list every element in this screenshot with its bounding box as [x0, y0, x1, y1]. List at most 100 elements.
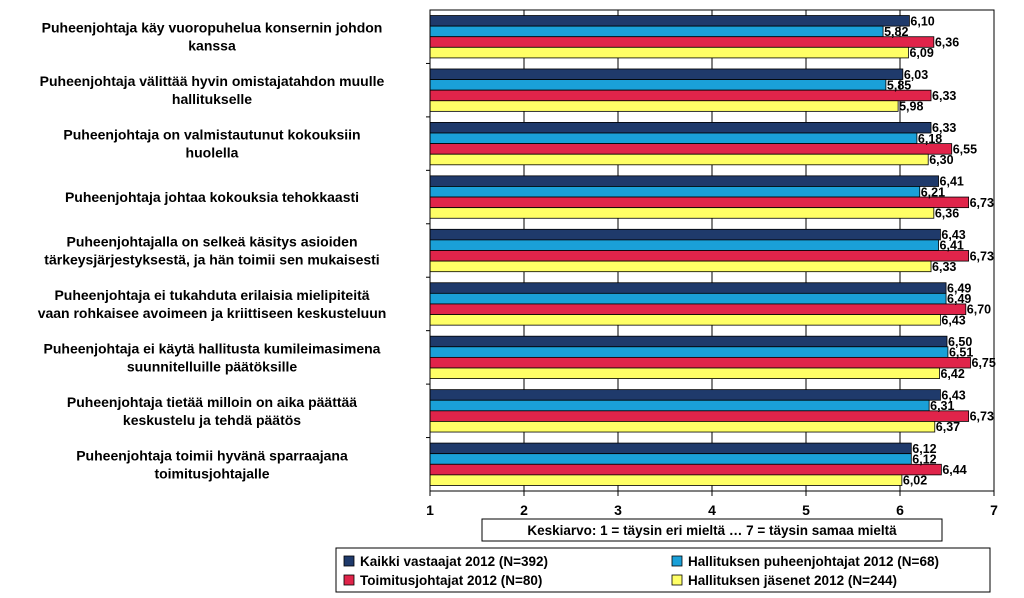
bar — [429, 421, 936, 433]
bar — [429, 46, 909, 59]
legend-label: Kaikki vastaajat 2012 (N=392) — [360, 554, 548, 569]
data-label: 6,43 — [941, 388, 965, 402]
bar — [429, 453, 912, 465]
data-label: 6,09 — [909, 46, 933, 60]
bar — [429, 442, 912, 455]
data-label: 6,18 — [918, 132, 942, 146]
category-label: hallitukselle — [172, 91, 252, 107]
category-label: huolella — [186, 145, 239, 161]
bar — [429, 207, 935, 219]
category-label: Puheenjohtaja tietää milloin on aika pää… — [67, 394, 357, 410]
data-label: 6,30 — [929, 153, 953, 167]
bar — [429, 389, 941, 401]
bar — [429, 303, 967, 315]
data-label: 6,33 — [932, 260, 956, 274]
x-tick-label: 7 — [990, 502, 998, 518]
category-label: kanssa — [188, 38, 236, 54]
legend-label: Toimitusjohtajat 2012 (N=80) — [360, 573, 542, 588]
bar — [429, 79, 887, 91]
category-label: Puheenjohtajalla on selkeä käsitys asioi… — [66, 234, 357, 250]
category-label: keskustelu ja tehdä päätös — [123, 412, 301, 428]
data-label: 6,12 — [912, 452, 936, 466]
data-label: 6,31 — [930, 399, 954, 413]
x-tick-label: 3 — [614, 502, 622, 518]
bar — [429, 196, 970, 209]
x-tick-label: 4 — [708, 502, 716, 518]
data-label: 6,33 — [932, 89, 956, 103]
bar — [429, 36, 935, 48]
data-label: 6,73 — [970, 410, 994, 424]
data-label: 6,73 — [970, 196, 994, 210]
bar — [429, 228, 941, 241]
category-label: Puheenjohtaja ei tukahduta erilaisia mie… — [54, 287, 369, 303]
legend — [335, 547, 991, 593]
data-label: 6,44 — [942, 463, 966, 477]
bar — [429, 25, 884, 38]
legend-label: Hallituksen puheenjohtajat 2012 (N=68) — [688, 554, 939, 569]
data-label: 6,70 — [967, 303, 991, 317]
data-label: 6,73 — [970, 249, 994, 263]
bar — [429, 89, 932, 102]
bar — [429, 132, 918, 145]
data-label: 6,12 — [912, 442, 936, 456]
category-label: Puheenjohtaja ei käytä hallitusta kumile… — [44, 340, 381, 356]
category-label: Puheenjohtaja toimii hyvänä sparraajana — [76, 447, 348, 463]
x-tick-label: 6 — [896, 502, 904, 518]
bar — [429, 250, 970, 262]
bar — [429, 15, 910, 27]
bar — [429, 68, 904, 80]
category-label: tärkeysjärjestyksestä, ja hän toimii sen… — [44, 252, 379, 268]
bar — [429, 153, 929, 166]
data-label: 6,51 — [949, 346, 973, 360]
data-label: 6,50 — [948, 335, 972, 349]
data-label: 6,36 — [935, 206, 959, 220]
legend-swatch — [671, 555, 683, 567]
bar — [429, 100, 899, 112]
category-label: Puheenjohtaja käy vuoropuhelua konsernin… — [42, 20, 383, 36]
bar — [429, 367, 940, 379]
bar — [429, 260, 932, 273]
data-label: 5,82 — [884, 25, 908, 39]
bar — [429, 143, 953, 155]
bar — [429, 292, 947, 305]
bar — [429, 463, 942, 476]
data-label: 6,49 — [947, 282, 971, 296]
bar — [429, 474, 903, 486]
bar — [429, 186, 921, 198]
data-label: 6,10 — [910, 14, 934, 28]
data-label: 6,36 — [935, 36, 959, 50]
category-label: suunnitelluille päätöksille — [127, 358, 298, 374]
data-label: 6,02 — [903, 474, 927, 488]
data-label: 6,49 — [947, 292, 971, 306]
category-label: Puheenjohtaja on valmistautunut kokouksi… — [63, 127, 360, 143]
x-tick-label: 1 — [426, 502, 434, 518]
bar — [429, 346, 949, 358]
data-label: 6,37 — [936, 420, 960, 434]
category-label: Puheenjohtaja välittää hyvin omistajatah… — [40, 73, 385, 89]
bar — [429, 239, 939, 251]
bar — [429, 399, 930, 412]
data-label: 5,98 — [899, 100, 923, 114]
x-tick-label: 5 — [802, 502, 810, 518]
legend-swatch — [343, 555, 355, 567]
category-label: Puheenjohtaja johtaa kokouksia tehokkaas… — [65, 189, 359, 205]
bar — [429, 122, 932, 134]
data-label: 6,41 — [940, 239, 964, 253]
data-label: 6,43 — [941, 228, 965, 242]
data-label: 6,21 — [921, 185, 945, 199]
legend-swatch — [343, 574, 355, 586]
x-tick-label: 2 — [520, 502, 528, 518]
category-label: vaan rohkaisee avoimeen ja kriittiseen k… — [38, 305, 387, 321]
data-label: 6,33 — [932, 121, 956, 135]
data-label: 5,85 — [887, 78, 911, 92]
data-label: 6,41 — [940, 175, 964, 189]
data-label: 6,55 — [953, 142, 977, 156]
data-label: 6,03 — [904, 68, 928, 82]
bar — [429, 175, 939, 187]
axis-title-box — [481, 518, 943, 542]
legend-swatch — [671, 574, 683, 586]
bar — [429, 410, 970, 422]
data-label: 6,43 — [941, 313, 965, 327]
bar — [429, 356, 971, 369]
